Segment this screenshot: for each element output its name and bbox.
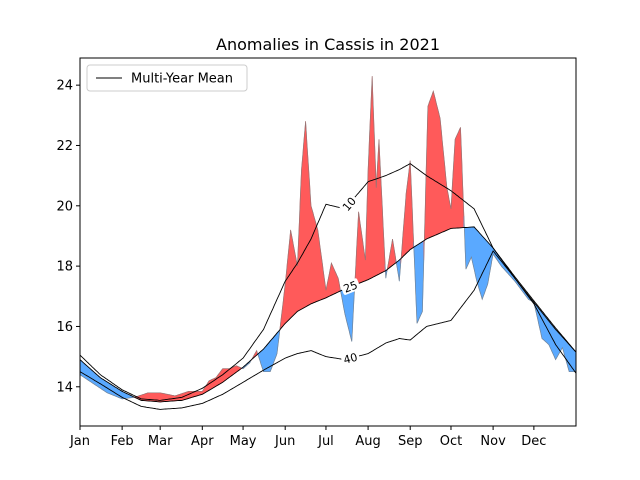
y-tick-label: 24 bbox=[56, 79, 73, 94]
quantile-lines bbox=[79, 163, 577, 410]
quantile-label-text: 25 bbox=[342, 278, 360, 295]
x-tick-label: Aug bbox=[355, 434, 380, 449]
y-axis: 14 16 18 20 22 24 bbox=[56, 79, 80, 395]
y-tick-label: 22 bbox=[56, 139, 73, 154]
x-tick-label: Apr bbox=[191, 434, 214, 449]
x-tick-label: Mar bbox=[148, 434, 173, 449]
lower-quantile-line bbox=[79, 250, 577, 410]
legend: Multi-Year Mean bbox=[86, 64, 248, 92]
x-tick-label: Dec bbox=[521, 434, 546, 449]
y-tick-label: 20 bbox=[56, 199, 73, 214]
x-tick-label: May bbox=[230, 434, 257, 449]
quantile-label-text: 40 bbox=[342, 351, 359, 367]
plot-frame bbox=[79, 57, 577, 427]
quantile-label-background bbox=[340, 278, 361, 295]
observed-line bbox=[79, 76, 576, 400]
x-tick-label: Jan bbox=[69, 434, 90, 449]
y-tick-label: 18 bbox=[56, 260, 73, 275]
x-tick-label: Jul bbox=[317, 434, 334, 449]
x-tick-label: Jun bbox=[274, 434, 295, 449]
y-tick-label: 16 bbox=[56, 320, 73, 335]
x-axis: Jan Feb Mar Apr May Jun Jul Aug Sep Oct Nov Dec bbox=[69, 426, 546, 449]
chart-title: Anomalies in Cassis in 2021 bbox=[216, 35, 440, 54]
x-tick-label: Nov bbox=[480, 434, 506, 449]
quantile-label: 40 bbox=[340, 350, 361, 367]
x-tick-label: Oct bbox=[440, 434, 462, 449]
legend-label: Multi-Year Mean bbox=[131, 72, 233, 87]
mean-line bbox=[79, 226, 577, 403]
quantile-label-background bbox=[340, 350, 361, 366]
quantile-label: 25 bbox=[340, 278, 361, 296]
x-tick-label: Sep bbox=[398, 434, 423, 449]
legend-box bbox=[86, 64, 248, 92]
x-tick-label: Feb bbox=[111, 434, 134, 449]
quantile-label-background bbox=[339, 194, 359, 214]
y-tick-label: 14 bbox=[56, 380, 73, 395]
